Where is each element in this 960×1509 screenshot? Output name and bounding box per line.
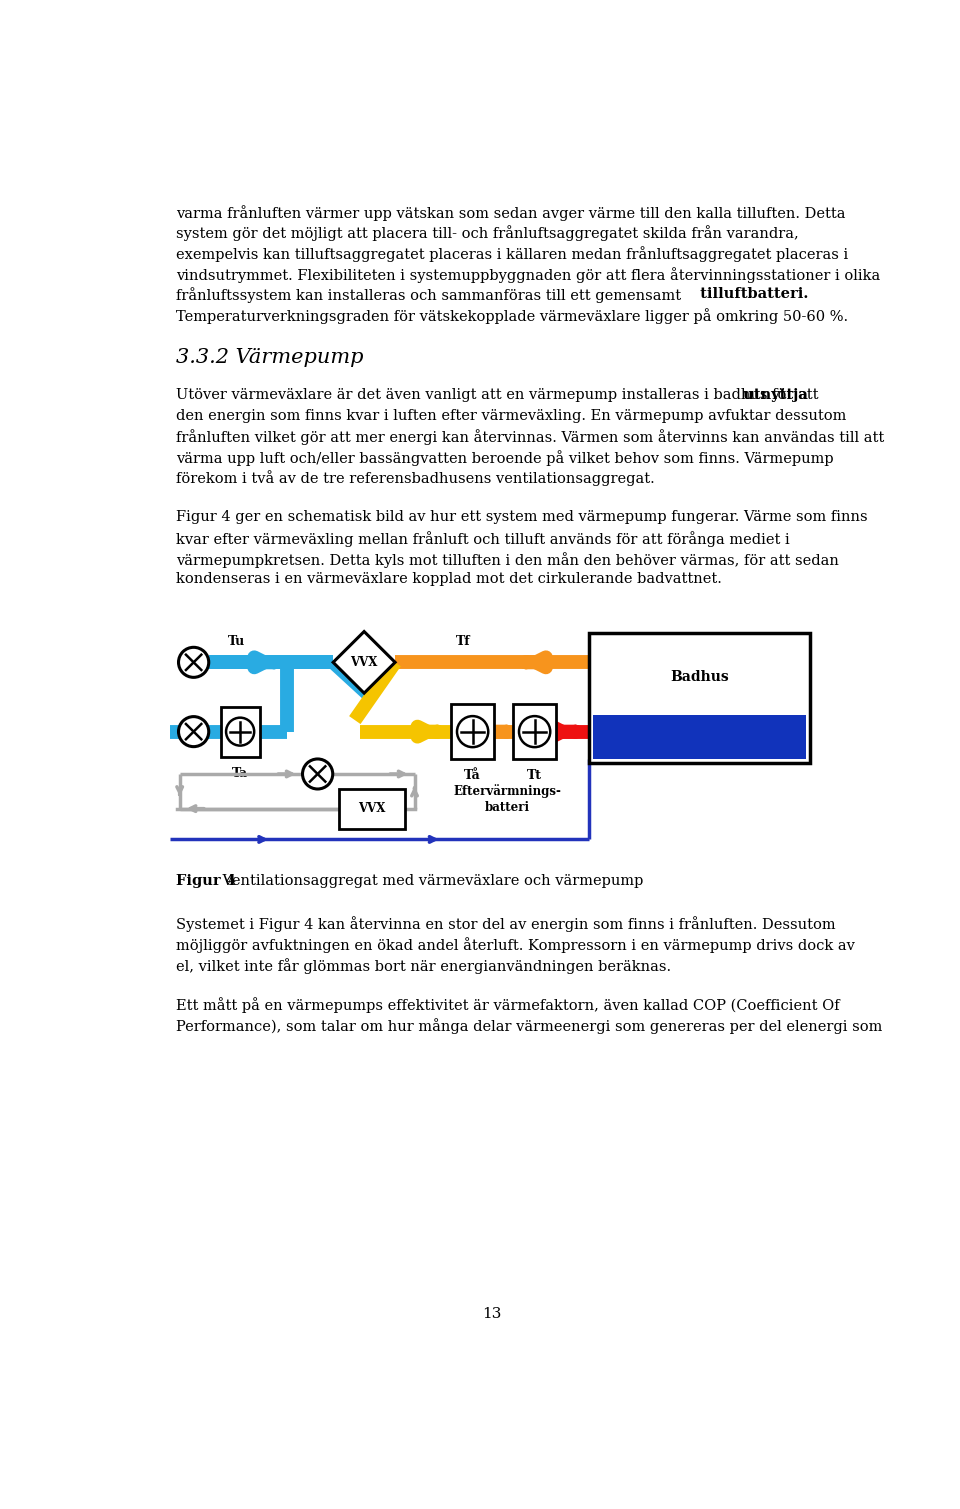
Text: 13: 13: [482, 1307, 502, 1322]
FancyBboxPatch shape: [221, 706, 259, 756]
Text: Ventilationsaggregat med värmeväxlare och värmepump: Ventilationsaggregat med värmeväxlare oc…: [219, 874, 644, 889]
Text: Temperaturverkningsgraden för vätskekopplade värmeväxlare ligger på omkring 50-6: Temperaturverkningsgraden för vätskekopp…: [176, 308, 848, 324]
FancyBboxPatch shape: [339, 789, 405, 828]
Circle shape: [519, 717, 550, 747]
Text: Performance), som talar om hur många delar värmeenergi som genereras per del ele: Performance), som talar om hur många del…: [176, 1019, 882, 1034]
Text: VVX: VVX: [358, 803, 386, 815]
FancyBboxPatch shape: [592, 715, 805, 759]
Text: VVX: VVX: [350, 656, 378, 668]
Text: Systemet i Figur 4 kan återvinna en stor del av energin som finns i frånluften. : Systemet i Figur 4 kan återvinna en stor…: [176, 916, 835, 933]
Text: frånluftssystem kan installeras och sammanföras till ett gemensamt: frånluftssystem kan installeras och samm…: [176, 288, 681, 303]
Text: möjliggör avfuktningen en ökad andel återluft. Kompressorn i en värmepump drivs : möjliggör avfuktningen en ökad andel åte…: [176, 937, 854, 954]
FancyBboxPatch shape: [588, 634, 809, 764]
Text: den energin som finns kvar i luften efter värmeväxling. En värmepump avfuktar de: den energin som finns kvar i luften efte…: [176, 409, 846, 423]
Text: Badhus: Badhus: [670, 670, 729, 684]
Polygon shape: [333, 632, 396, 693]
Text: värma upp luft och/eller bassängvatten beroende på vilket behov som finns. Värme: värma upp luft och/eller bassängvatten b…: [176, 450, 833, 466]
Text: 3.3.2 Värmepump: 3.3.2 Värmepump: [176, 349, 363, 367]
Text: Tf: Tf: [456, 635, 470, 649]
Text: Figur 4: Figur 4: [176, 874, 235, 889]
Text: Figur 4 ger en schematisk bild av hur ett system med värmepump fungerar. Värme s: Figur 4 ger en schematisk bild av hur et…: [176, 510, 868, 525]
Text: exempelvis kan tilluftsaggregatet placeras i källaren medan frånluftsaggregatet : exempelvis kan tilluftsaggregatet placer…: [176, 246, 848, 263]
Text: Ta: Ta: [232, 767, 249, 780]
Text: Utöver värmeväxlare är det även vanligt att en värmepump installeras i badhus fö: Utöver värmeväxlare är det även vanligt …: [176, 388, 818, 401]
Text: utnyttja: utnyttja: [738, 388, 808, 401]
Circle shape: [457, 717, 489, 747]
Text: Tt: Tt: [527, 770, 542, 782]
Text: varma frånluften värmer upp vätskan som sedan avger värme till den kalla tilluft: varma frånluften värmer upp vätskan som …: [176, 205, 846, 220]
Text: kvar efter värmeväxling mellan frånluft och tilluft används för att förånga medi: kvar efter värmeväxling mellan frånluft …: [176, 531, 789, 546]
Text: frånluften vilket gör att mer energi kan återvinnas. Värmen som återvinns kan an: frånluften vilket gör att mer energi kan…: [176, 430, 884, 445]
Text: värmepumpkretsen. Detta kyls mot tilluften i den mån den behöver värmas, för att: värmepumpkretsen. Detta kyls mot tilluft…: [176, 552, 839, 567]
Text: Tå: Tå: [465, 770, 481, 782]
Text: förekom i två av de tre referensbadhusens ventilationsaggregat.: förekom i två av de tre referensbadhusen…: [176, 471, 655, 486]
Text: Eftervärmnings-
batteri: Eftervärmnings- batteri: [453, 785, 562, 813]
FancyBboxPatch shape: [451, 703, 494, 759]
Circle shape: [179, 647, 208, 678]
Text: Tu: Tu: [228, 635, 245, 649]
Text: tilluftbatteri.: tilluftbatteri.: [695, 288, 808, 302]
Circle shape: [179, 717, 208, 747]
Text: system gör det möjligt att placera till- och frånluftsaggregatet skilda från var: system gör det möjligt att placera till-…: [176, 225, 799, 241]
Text: el, vilket inte får glömmas bort när energianvändningen beräknas.: el, vilket inte får glömmas bort när ene…: [176, 958, 671, 973]
Text: Ett mått på en värmepumps effektivitet är värmefaktorn, även kallad COP (Coeffic: Ett mått på en värmepumps effektivitet ä…: [176, 997, 839, 1014]
Text: vindsutrymmet. Flexibiliteten i systemuppbyggnaden gör att flera återvinningssta: vindsutrymmet. Flexibiliteten i systemup…: [176, 267, 880, 282]
Circle shape: [226, 718, 254, 745]
Text: kondenseras i en värmeväxlare kopplad mot det cirkulerande badvattnet.: kondenseras i en värmeväxlare kopplad mo…: [176, 572, 722, 587]
Circle shape: [302, 759, 333, 789]
FancyBboxPatch shape: [513, 703, 557, 759]
